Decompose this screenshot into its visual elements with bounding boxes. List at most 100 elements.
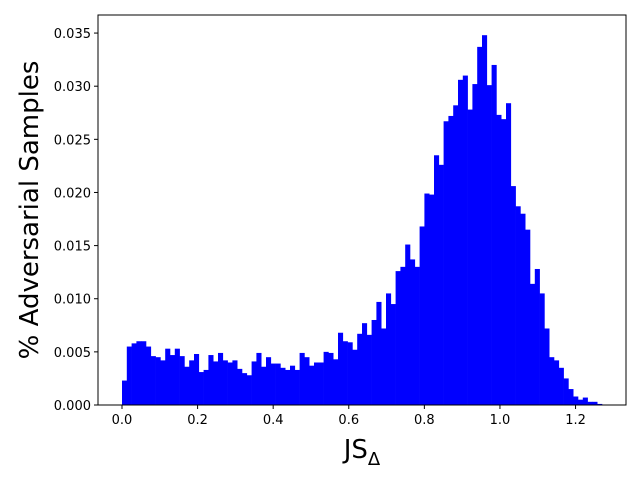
bar: [227, 362, 233, 405]
bar: [304, 357, 310, 405]
bar: [275, 363, 281, 405]
bar: [376, 301, 382, 405]
bar: [472, 84, 478, 405]
x-tick-label: 0.8: [414, 413, 435, 428]
bar: [563, 378, 569, 405]
bar: [424, 193, 430, 405]
bar: [194, 353, 200, 405]
x-label-main: JS: [342, 435, 368, 465]
bar: [438, 164, 444, 405]
bar: [198, 372, 204, 405]
bar: [189, 360, 195, 405]
bar: [568, 389, 574, 405]
bar: [419, 226, 425, 405]
bar: [323, 351, 329, 405]
bar: [443, 121, 449, 405]
bar: [203, 369, 209, 405]
bar: [414, 266, 420, 405]
bar: [285, 369, 291, 405]
bar: [395, 271, 401, 405]
bar: [232, 360, 238, 405]
bar: [333, 359, 339, 405]
bar: [328, 352, 334, 405]
bar: [534, 268, 540, 405]
x-tick-label: 0.6: [338, 413, 359, 428]
bar: [270, 363, 276, 405]
bar: [525, 229, 531, 405]
bar: [179, 356, 185, 405]
y-tick-label: 0.035: [54, 27, 91, 42]
bar: [150, 356, 156, 405]
bar: [155, 357, 161, 405]
bar: [347, 342, 353, 405]
y-tick-label: 0.030: [54, 80, 91, 95]
plot-frame: [97, 14, 627, 406]
bar: [136, 341, 142, 405]
x-label-subscript: Δ: [368, 449, 381, 470]
bar: [251, 361, 257, 405]
bar: [429, 194, 435, 405]
bar: [592, 401, 598, 405]
bar: [141, 341, 147, 405]
bar: [126, 346, 132, 405]
bar: [462, 75, 468, 405]
bar: [496, 114, 502, 406]
bar: [309, 365, 315, 405]
bar: [467, 109, 473, 405]
bar: [501, 119, 507, 405]
bar: [458, 79, 464, 406]
bar: [174, 348, 180, 405]
bar: [122, 380, 128, 405]
y-tick-label: 0.025: [54, 133, 91, 148]
bar: [549, 357, 555, 405]
bar: [314, 362, 320, 405]
bar: [213, 361, 219, 405]
bar: [280, 367, 286, 405]
bar: [410, 259, 416, 405]
bar: [582, 397, 588, 405]
bar: [486, 85, 492, 406]
bar: [170, 355, 176, 405]
bar: [246, 375, 252, 405]
bar: [237, 368, 243, 405]
bar: [434, 155, 440, 405]
bar: [405, 244, 411, 405]
bar: [184, 366, 190, 405]
bar: [357, 333, 363, 405]
bar: [453, 105, 459, 406]
bar: [491, 64, 497, 406]
bar: [482, 35, 488, 405]
bar: [400, 266, 406, 405]
x-tick-label: 0.0: [112, 413, 133, 428]
bar: [318, 362, 324, 405]
x-tick-label: 0.4: [263, 413, 284, 428]
bar: [506, 103, 512, 406]
bar: [366, 334, 372, 405]
bar: [299, 352, 305, 405]
bar: [362, 323, 368, 405]
y-tick-label: 0.020: [54, 186, 91, 201]
bar: [558, 367, 564, 405]
bar: [578, 399, 584, 405]
x-tick-label: 0.2: [187, 413, 208, 428]
y-tick-label: 0.005: [54, 346, 91, 361]
bar: [294, 369, 300, 405]
bar: [242, 373, 248, 405]
bar: [256, 352, 262, 405]
bar: [477, 46, 483, 406]
x-tick-label: 1.0: [490, 413, 511, 428]
bar: [218, 352, 224, 405]
bar: [342, 341, 348, 405]
bar: [261, 366, 267, 405]
bar: [515, 206, 521, 405]
bar: [160, 360, 166, 405]
bar: [448, 115, 454, 406]
y-tick-label: 0.010: [54, 293, 91, 308]
bar: [597, 403, 603, 405]
bar: [381, 328, 387, 405]
y-tick-label: 0.000: [54, 399, 91, 414]
x-axis-label: JSΔ: [342, 435, 381, 470]
bar: [539, 293, 545, 405]
bar: [587, 401, 593, 405]
bar: [544, 328, 550, 405]
